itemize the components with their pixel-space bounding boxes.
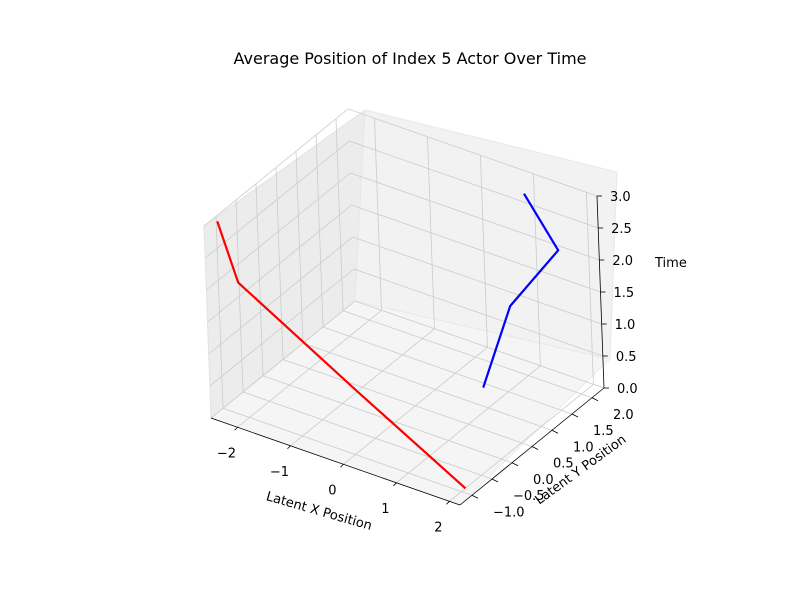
z-tick-label-6: 3.0 [610, 190, 631, 205]
y-tick-labels: −1.0−0.50.00.5 1.01.52.0 [471, 397, 634, 520]
z-tick-label-5: 2.5 [611, 222, 632, 237]
y-tick-mark-5 [571, 413, 579, 418]
z-tick-label-1: 0.5 [616, 350, 637, 365]
grid-z-back-6 [347, 108, 598, 197]
grid-z-left-6 [203, 108, 349, 227]
y-tick-mark-4 [551, 429, 559, 434]
x-axis-label: Latent X Position [264, 489, 373, 534]
grid-z-left-1 [209, 268, 355, 387]
y-tick-label-0: −1.0 [493, 505, 525, 520]
grid-y-bottom-5 [322, 326, 573, 415]
grid-y-bottom-1 [242, 391, 493, 480]
y-tick-mark-3 [531, 446, 539, 450]
z-tick-label-2: 1.0 [615, 318, 636, 333]
y-tick-mark-0 [471, 494, 479, 499]
y-tick-label-1: −0.5 [513, 489, 545, 504]
grid-z-back-4 [350, 172, 600, 261]
x-tick-mark-2 [340, 463, 344, 468]
grid-z-left-5 [204, 140, 350, 259]
x-tick-label-1: −1 [270, 465, 289, 480]
chart-title: Average Position of Index 5 Actor Over T… [234, 49, 587, 68]
y-tick-label-5: 1.5 [593, 424, 614, 439]
x-tick-label-0: −2 [217, 446, 236, 461]
x-tick-mark-0 [234, 426, 238, 431]
grid-y-bottom-6 [342, 310, 593, 399]
z-tick-label-4: 2.0 [612, 254, 633, 269]
grid-z-left-3 [207, 204, 352, 323]
x-tick-label-2: 0 [328, 483, 336, 498]
y-tick-mark-1 [491, 478, 499, 483]
grid-z-back-0 [354, 300, 605, 389]
x-tick-label-3: 1 [381, 502, 389, 517]
x-tick-mark-3 [393, 482, 397, 487]
y-tick-label-6: 2.0 [613, 408, 634, 423]
grid-z-left-0 [210, 300, 356, 419]
y-tick-mark-6 [591, 397, 599, 402]
grid-z-back-2 [352, 236, 602, 325]
y-tick-label-3: 0.5 [553, 457, 574, 472]
x-tick-mark-4 [446, 501, 450, 505]
x-tick-mark-1 [287, 445, 291, 450]
x-axis-line [210, 417, 461, 506]
grid-y-bottom-3 [282, 359, 533, 447]
grid-y-bottom-4 [302, 342, 553, 431]
grid-lines [203, 108, 605, 502]
z-axis-label: Time [654, 256, 687, 271]
y-tick-mark-2 [511, 462, 519, 467]
x-tick-label-4: 2 [434, 520, 442, 535]
series-layer [216, 193, 560, 490]
grid-y-bottom-0 [222, 407, 473, 496]
pane-back [354, 109, 618, 360]
z-tick-label-3: 1.5 [614, 286, 635, 301]
x-tick-labels: −2 −1 0 1 2 [217, 426, 450, 535]
grid-z-back-5 [349, 140, 599, 229]
axis-panes [203, 108, 618, 506]
grid-z-back-3 [351, 204, 601, 293]
y-tick-label-4: 1.0 [573, 440, 594, 455]
z-tick-label-0: 0.0 [617, 382, 638, 397]
series-line-0 [216, 221, 467, 490]
grid-z-left-4 [206, 172, 351, 291]
z-tick-labels: 0.0 0.5 1.0 1.5 2.0 2.5 3.0 [597, 190, 638, 397]
series-line-1 [482, 193, 560, 388]
grid-z-back-1 [353, 268, 603, 357]
grid-z-left-2 [208, 236, 353, 355]
y-tick-label-2: 0.0 [533, 473, 554, 488]
